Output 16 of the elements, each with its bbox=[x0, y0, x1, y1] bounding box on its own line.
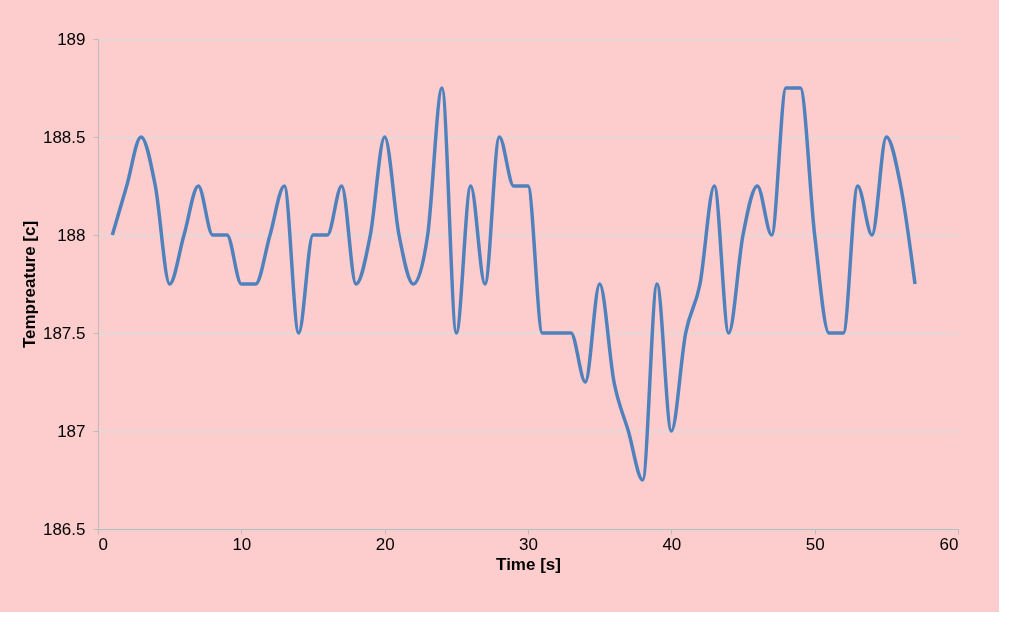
x-tick-label: 30 bbox=[519, 534, 538, 554]
x-tick-label: 40 bbox=[662, 534, 682, 554]
x-tick-label: 60 bbox=[939, 534, 959, 554]
y-tick-label: 187 bbox=[57, 421, 86, 441]
y-axis-title: Tempreature [c] bbox=[19, 220, 39, 349]
y-tick-label: 186.5 bbox=[42, 519, 86, 539]
x-tick-label: 10 bbox=[232, 534, 252, 554]
y-tick-label: 187.5 bbox=[42, 323, 86, 343]
x-tick-label: 0 bbox=[98, 534, 108, 554]
y-tick-label: 188 bbox=[57, 225, 86, 245]
x-tick-label: 50 bbox=[805, 534, 825, 554]
line-series bbox=[110, 86, 917, 482]
y-tick-label: 188.5 bbox=[42, 127, 86, 147]
x-tick-label: 20 bbox=[375, 534, 395, 554]
x-axis-title: Time [s] bbox=[496, 554, 561, 574]
y-tick-label: 189 bbox=[57, 29, 86, 49]
